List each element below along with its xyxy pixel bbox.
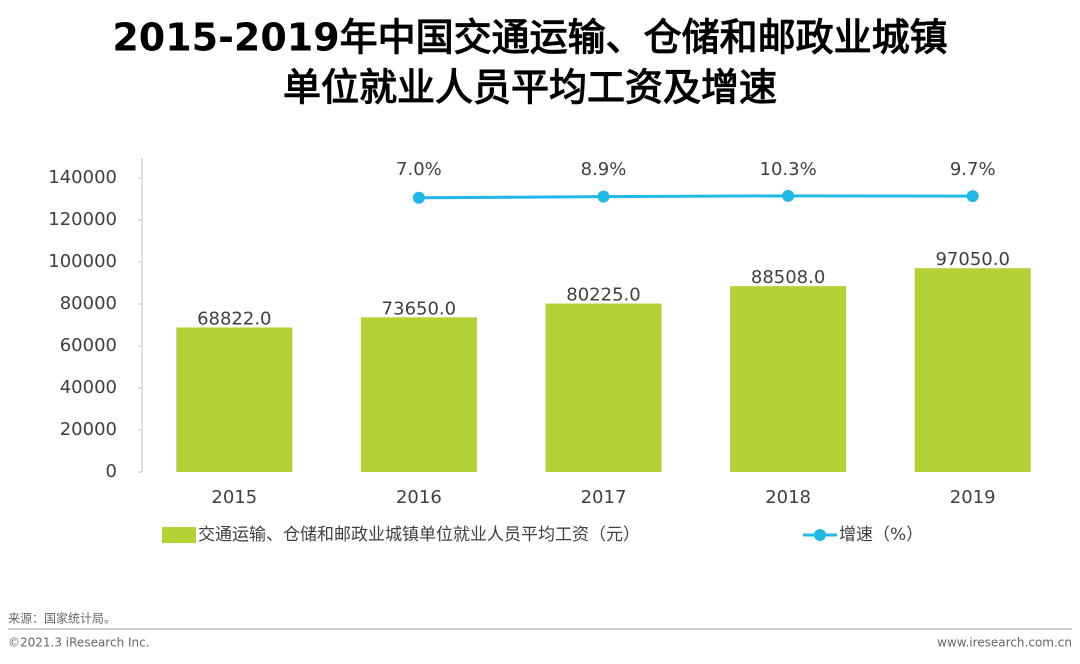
website: www.iresearch.com.cn xyxy=(937,636,1072,650)
y-tick-label: 140000 xyxy=(48,167,117,188)
chart-title: 单位就业人员平均工资及增速 xyxy=(283,66,777,110)
line-marker xyxy=(412,191,425,204)
y-tick-label: 120000 xyxy=(48,209,117,230)
value-label: 8.9% xyxy=(581,159,627,180)
y-tick-label: 60000 xyxy=(60,335,117,356)
source: 来源：国家统计局。 xyxy=(8,611,116,626)
copyright: ©2021.3 iResearch Inc. xyxy=(8,636,150,650)
bar xyxy=(176,327,293,472)
value-label: 97050.0 xyxy=(935,249,1009,270)
line-marker xyxy=(782,189,795,202)
chart-title: 2015-2019年中国交通运输、仓储和邮政业城镇 xyxy=(112,16,947,60)
value-label: 68822.0 xyxy=(197,308,271,329)
x-tick-label: 2016 xyxy=(396,487,442,508)
value-label: 80225.0 xyxy=(566,285,640,306)
value-label: 10.3% xyxy=(760,159,817,180)
legend-label: 增速（%） xyxy=(839,525,923,545)
y-tick-label: 40000 xyxy=(60,377,117,398)
y-tick-label: 0 xyxy=(106,461,117,482)
line-marker xyxy=(597,190,610,203)
bar xyxy=(914,268,1031,472)
x-tick-label: 2018 xyxy=(765,487,811,508)
y-tick-label: 20000 xyxy=(60,419,117,440)
value-label: 73650.0 xyxy=(382,298,456,319)
x-tick-label: 2019 xyxy=(950,487,996,508)
y-tick-label: 100000 xyxy=(48,251,117,272)
value-label: 7.0% xyxy=(396,159,442,180)
legend-label: 交通运输、仓储和邮政业城镇单位就业人员平均工资（元） xyxy=(198,525,640,545)
line xyxy=(418,194,973,200)
bar xyxy=(360,317,477,472)
legend-swatch xyxy=(162,527,196,543)
x-tick-label: 2015 xyxy=(211,487,257,508)
value-label: 88508.0 xyxy=(751,267,825,288)
x-tick-label: 2017 xyxy=(581,487,627,508)
bar xyxy=(730,286,847,472)
y-tick-label: 80000 xyxy=(60,293,117,314)
value-label: 9.7% xyxy=(950,159,996,180)
line-marker xyxy=(966,190,979,203)
legend-swatch xyxy=(814,529,826,541)
bar xyxy=(545,303,662,472)
